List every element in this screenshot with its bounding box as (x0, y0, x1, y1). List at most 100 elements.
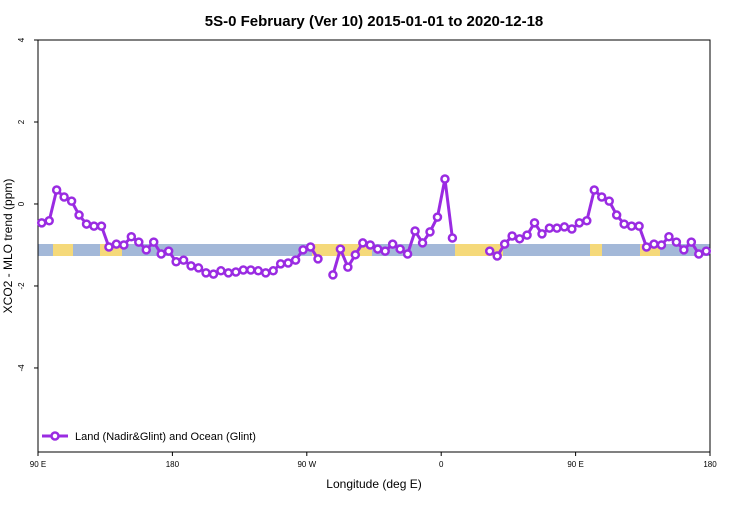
data-point (171, 257, 181, 267)
data-point (417, 238, 428, 248)
data-point (89, 221, 99, 231)
data-point (231, 267, 241, 277)
data-point (328, 270, 338, 280)
data-point (395, 244, 405, 254)
data-point (440, 174, 450, 184)
data-point (671, 237, 682, 247)
x-tick-label: 0 (439, 460, 444, 469)
data-point (604, 196, 614, 206)
data-point (104, 242, 114, 252)
data-point (514, 234, 525, 244)
data-point (701, 246, 712, 256)
data-point (246, 265, 256, 275)
y-tick-label: -2 (17, 282, 26, 290)
data-point (290, 255, 301, 265)
data-point (148, 237, 159, 247)
x-tick-label: 90 E (30, 460, 46, 469)
x-tick-label: 90 W (297, 460, 316, 469)
data-point (126, 232, 137, 242)
data-point (305, 242, 316, 252)
x-tick-label: 180 (703, 460, 717, 469)
data-point (619, 219, 629, 229)
data-point (208, 269, 219, 279)
data-point (313, 254, 323, 264)
data-point (193, 263, 204, 273)
data-point (387, 239, 398, 249)
data-point (611, 210, 622, 220)
data-point (81, 219, 92, 229)
data-point (74, 210, 84, 220)
data-point (365, 240, 376, 250)
data-point (679, 245, 689, 255)
data-point (163, 246, 174, 256)
data-point (567, 224, 577, 234)
data-point (522, 230, 532, 240)
data-point (664, 232, 674, 242)
data-point (298, 245, 308, 255)
data-point (44, 216, 54, 226)
y-tick-label: 0 (17, 201, 26, 206)
data-point (201, 268, 211, 278)
data-point (186, 261, 196, 271)
data-point (507, 231, 517, 241)
data-point (559, 222, 570, 232)
series-line (41, 178, 707, 276)
data-point (484, 246, 495, 256)
legend-label: Land (Nadir&Glint) and Ocean (Glint) (75, 431, 256, 443)
data-point (253, 266, 264, 276)
data-point (380, 246, 390, 256)
data-point (529, 218, 540, 228)
chart-title: 5S-0 February (Ver 10) 2015-01-01 to 202… (205, 13, 544, 30)
data-point (178, 255, 189, 265)
data-point (59, 192, 69, 202)
data-point (686, 237, 697, 247)
data-point (111, 239, 122, 249)
data-point (156, 249, 166, 259)
data-point (343, 262, 353, 272)
data-point (283, 258, 293, 268)
data-point (634, 221, 644, 231)
data-point (358, 238, 368, 248)
data-point (641, 242, 652, 252)
data-point (275, 259, 286, 269)
data-point (372, 244, 383, 254)
data-point (649, 239, 659, 249)
data-point (656, 240, 667, 250)
data-point (432, 212, 443, 222)
data-point (402, 249, 413, 259)
data-point (238, 265, 249, 275)
data-point (544, 223, 555, 233)
data-point (596, 192, 607, 202)
y-tick-label: 4 (17, 37, 26, 42)
data-point (134, 237, 144, 247)
y-axis-label: XCO2 - MLO trend (ppm) (1, 179, 15, 314)
data-point (216, 266, 226, 276)
data-point (335, 244, 346, 254)
data-point (223, 268, 234, 278)
data-point (36, 218, 47, 228)
data-point (499, 239, 510, 249)
data-point (626, 221, 637, 231)
data-point (260, 268, 271, 278)
data-point (96, 221, 107, 231)
data-point (574, 218, 585, 228)
data-point (141, 245, 152, 255)
x-axis-label: Longitude (deg E) (326, 477, 421, 491)
data-point (350, 250, 361, 260)
data-point (694, 249, 704, 259)
data-point (537, 229, 547, 239)
x-tick-label: 90 E (567, 460, 583, 469)
y-tick-label: 2 (17, 119, 26, 124)
x-tick-label: 180 (166, 460, 180, 469)
legend-marker (50, 431, 60, 441)
data-point (410, 226, 420, 236)
data-point (582, 216, 592, 226)
data-point (66, 196, 77, 206)
y-tick-label: -4 (17, 364, 26, 372)
data-point (119, 240, 129, 250)
data-point (425, 227, 435, 237)
data-point (589, 185, 600, 195)
plot-frame (37, 39, 711, 453)
data-point (447, 233, 458, 243)
